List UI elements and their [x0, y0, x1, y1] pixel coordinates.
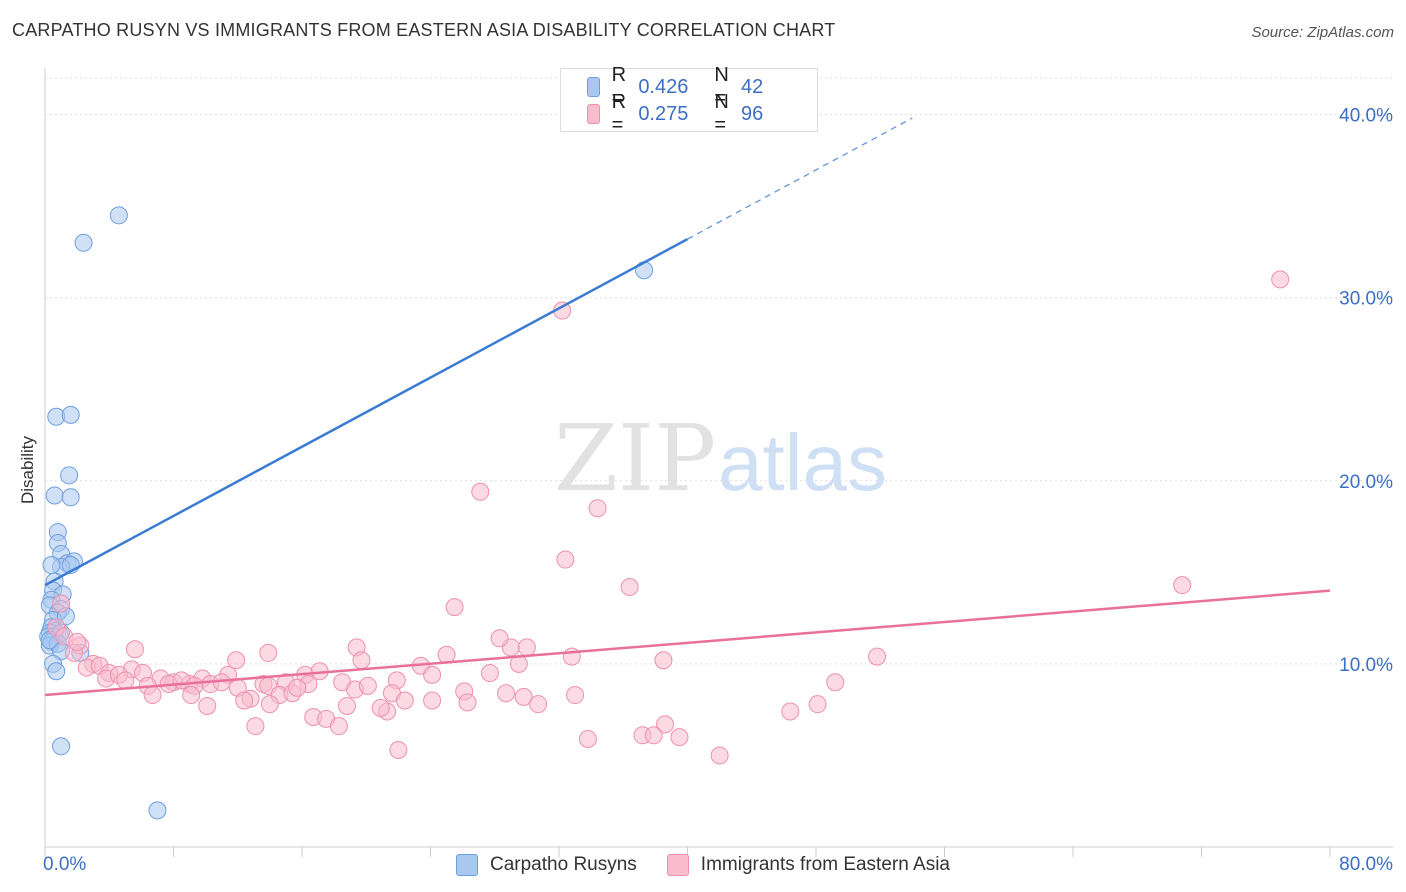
point-eastern-asia — [260, 695, 279, 714]
y-axis-label: Disability — [18, 435, 37, 505]
point-eastern-asia — [781, 702, 800, 721]
legend-swatch — [587, 77, 600, 97]
point-eastern-asia — [1271, 270, 1290, 289]
trend-lines — [44, 117, 1331, 697]
point-eastern-asia — [656, 715, 675, 734]
n-label: N = — [714, 91, 729, 136]
point-eastern-asia — [389, 740, 408, 759]
x-tick-label: 80.0% — [1339, 854, 1393, 875]
point-eastern-asia — [259, 643, 278, 662]
point-eastern-asia — [423, 665, 442, 684]
point-eastern-asia — [52, 594, 71, 613]
legend-swatch — [587, 104, 600, 124]
point-eastern-asia — [471, 482, 490, 501]
watermark: ZIP atlas — [554, 405, 887, 512]
point-eastern-asia — [235, 691, 254, 710]
point-carpatho-rusyn — [148, 801, 167, 820]
stats-row-carpatho: R = 0.426 N = 42 — [587, 64, 817, 109]
grid — [45, 77, 1393, 665]
point-eastern-asia — [1173, 576, 1192, 595]
point-eastern-asia — [496, 684, 515, 703]
n-label: N = — [714, 64, 729, 109]
point-eastern-asia — [227, 651, 246, 670]
point-carpatho-rusyn — [42, 556, 61, 575]
point-carpatho-rusyn — [52, 737, 71, 756]
point-eastern-asia — [458, 693, 477, 712]
r-label: R = — [611, 91, 627, 136]
watermark-zip: ZIP — [554, 405, 716, 512]
trend-line-extension — [687, 117, 913, 240]
point-eastern-asia — [395, 691, 414, 710]
series-legend: Carpatho Rusyns Immigrants from Eastern … — [0, 852, 1406, 878]
point-eastern-asia — [445, 598, 464, 617]
point-carpatho-rusyn — [60, 466, 79, 485]
point-carpatho-rusyn — [45, 486, 64, 505]
point-eastern-asia — [358, 676, 377, 695]
point-eastern-asia — [423, 691, 442, 710]
point-eastern-asia — [143, 686, 162, 705]
stats-row-eastern-asia: R = 0.275 N = 96 — [587, 91, 817, 136]
point-eastern-asia — [125, 640, 144, 659]
y-tick-label: 20.0% — [1339, 472, 1393, 493]
point-eastern-asia — [588, 499, 607, 518]
point-eastern-asia — [556, 550, 575, 569]
point-eastern-asia — [868, 647, 887, 666]
point-eastern-asia — [826, 673, 845, 692]
x-tick-label: 0.0% — [43, 854, 86, 875]
point-carpatho-rusyn — [61, 488, 80, 507]
legend-item-immigrants-eastern-asia[interactable]: Immigrants from Eastern Asia — [666, 852, 950, 878]
r-value: 0.426 — [638, 75, 689, 98]
point-eastern-asia — [246, 717, 265, 736]
point-eastern-asia — [514, 687, 533, 706]
point-carpatho-rusyn — [109, 206, 128, 225]
n-value: 96 — [741, 102, 764, 125]
point-eastern-asia — [329, 717, 348, 736]
point-eastern-asia — [620, 578, 639, 597]
watermark-atlas: atlas — [718, 418, 887, 507]
legend-swatch — [666, 854, 689, 876]
y-tick-label: 30.0% — [1339, 289, 1393, 310]
point-eastern-asia — [337, 697, 356, 716]
n-value: 42 — [741, 75, 764, 98]
point-eastern-asia — [490, 629, 509, 648]
point-eastern-asia — [578, 729, 597, 748]
r-value: 0.275 — [638, 102, 689, 125]
legend-swatch — [456, 854, 478, 876]
point-eastern-asia — [566, 686, 585, 705]
source-label: Source: ZipAtlas.com — [1251, 24, 1394, 41]
y-tick-label: 10.0% — [1339, 655, 1393, 676]
point-eastern-asia — [654, 651, 673, 670]
point-eastern-asia — [116, 671, 135, 690]
data-points — [39, 206, 1290, 820]
chart-title: CARPATHO RUSYN VS IMMIGRANTS FROM EASTER… — [12, 20, 836, 40]
tick-labels: 10.0% 20.0% 30.0% 40.0% 0.0% 80.0% — [43, 106, 1393, 875]
point-eastern-asia — [710, 746, 729, 765]
point-eastern-asia — [371, 698, 390, 717]
point-eastern-asia — [644, 726, 663, 745]
point-carpatho-rusyn — [74, 233, 93, 252]
point-eastern-asia — [808, 695, 827, 714]
point-eastern-asia — [529, 695, 548, 714]
point-eastern-asia — [517, 638, 536, 657]
point-carpatho-rusyn — [47, 662, 66, 681]
point-eastern-asia — [198, 697, 217, 716]
stats-legend: R = 0.426 N = 42 R = 0.275 N = 96 — [560, 64, 818, 136]
point-eastern-asia — [352, 651, 371, 670]
point-carpatho-rusyn — [61, 405, 80, 424]
legend-label: Immigrants from Eastern Asia — [700, 854, 950, 875]
legend-label: Carpatho Rusyns — [490, 854, 637, 875]
point-eastern-asia — [288, 678, 307, 697]
trend-line-eastern-asia — [44, 589, 1331, 697]
legend-item-carpatho-rusyns[interactable]: Carpatho Rusyns — [456, 852, 637, 878]
y-tick-label: 40.0% — [1339, 106, 1393, 127]
r-label: R = — [611, 64, 627, 109]
point-eastern-asia — [68, 632, 87, 651]
point-eastern-asia — [182, 686, 201, 705]
point-eastern-asia — [480, 664, 499, 683]
trend-line-carpatho-rusyns — [44, 238, 689, 587]
point-eastern-asia — [670, 728, 689, 747]
